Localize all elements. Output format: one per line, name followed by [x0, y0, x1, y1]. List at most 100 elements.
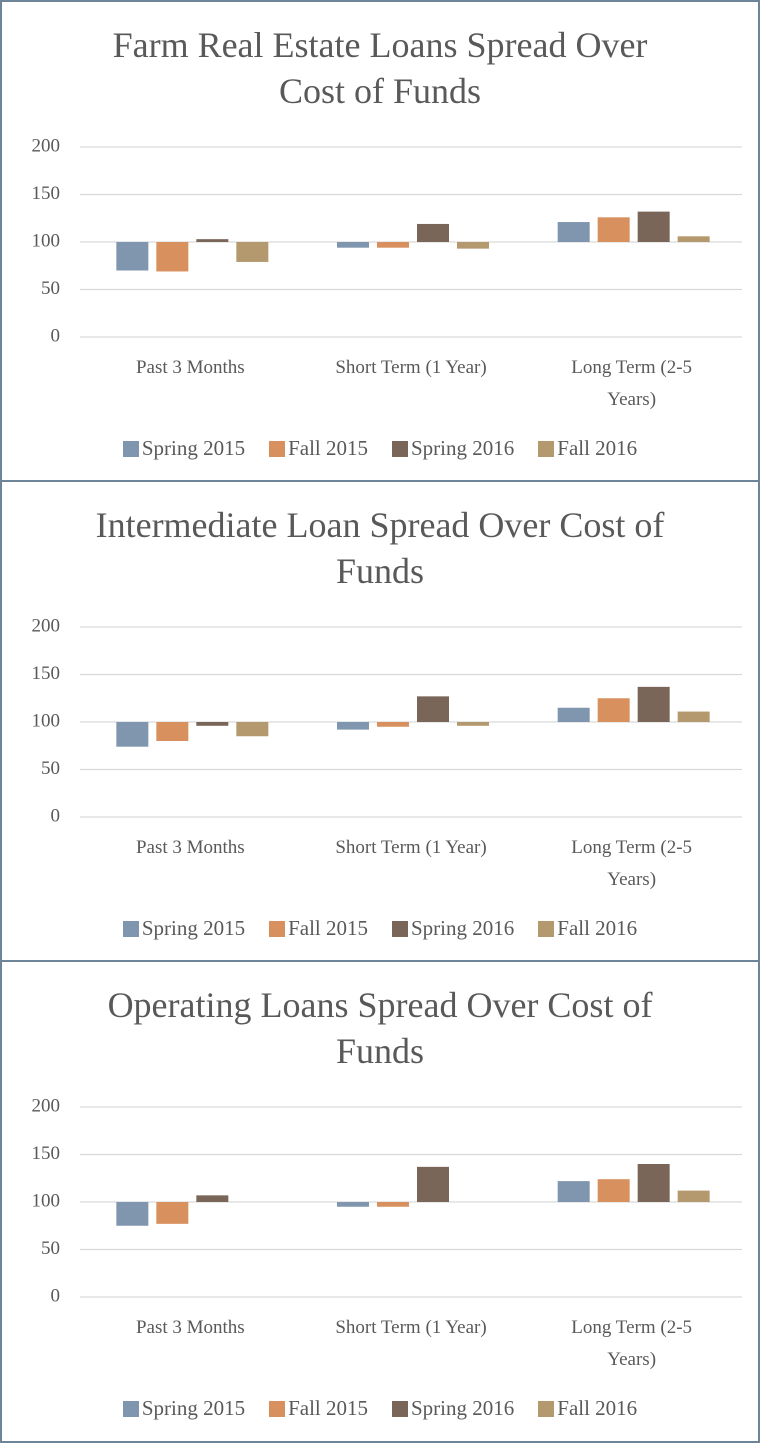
x-tick-label: Long Term (2-5 Years) [571, 357, 693, 410]
bar [557, 222, 590, 242]
y-tick-label: 50 [41, 1238, 60, 1259]
chart-panel: Intermediate Loan Spread Over Cost of Fu… [0, 480, 760, 962]
chart-title: Operating Loans Spread Over Cost of Fund… [107, 985, 653, 1071]
bar [677, 1190, 710, 1202]
y-tick-label: 0 [51, 805, 61, 826]
x-tick-label: Short Term (1 Year) [335, 1317, 487, 1338]
y-tick-label: 50 [41, 758, 60, 779]
legend-item: Fall 2015 [269, 1396, 368, 1421]
plot: 0 50 100 150 200 [32, 135, 742, 346]
legend-label: Spring 2015 [141, 916, 246, 940]
plot: 0 50 100 150 200 [32, 1095, 742, 1306]
legend-label: Fall 2016 [557, 916, 638, 940]
x-tick-label: Long Term (2-5 Years) [571, 1317, 693, 1370]
bar [677, 711, 710, 722]
bar [557, 707, 590, 722]
bar [337, 722, 369, 730]
bar [377, 242, 409, 248]
legend-label: Spring 2015 [141, 436, 246, 460]
legend: Spring 2015 Fall 2015 Spring 2016 Fall 2016 [0, 916, 760, 941]
legend-item: Fall 2016 [538, 436, 637, 461]
y-tick-label: 150 [32, 663, 61, 684]
legend-swatch [269, 440, 286, 457]
chart: Operating Loans Spread Over Cost of Fund… [0, 960, 760, 1440]
bar [196, 239, 229, 242]
legend-item: Fall 2016 [538, 916, 637, 941]
legend-label: Fall 2015 [288, 916, 368, 940]
x-tick-label: Past 3 Months [135, 1317, 245, 1338]
plot: 0 50 100 150 200 [32, 615, 742, 826]
legend-item: Fall 2015 [269, 436, 368, 461]
legend-label: Fall 2015 [288, 436, 368, 460]
bar [377, 1202, 409, 1207]
y-tick-label: 0 [51, 1285, 61, 1306]
bar [637, 686, 670, 722]
x-tick-label: Long Term (2-5 Years) [571, 837, 693, 890]
bar [637, 211, 670, 242]
legend-swatch [122, 1400, 139, 1417]
legend-swatch [392, 440, 408, 457]
legend-label: Spring 2016 [411, 1396, 515, 1420]
y-tick-label: 100 [32, 710, 61, 731]
y-tick-label: 100 [32, 230, 61, 251]
bar [457, 722, 489, 726]
legend: Spring 2015 Fall 2015 Spring 2016 Fall 2016 [0, 436, 760, 461]
chart: Farm Real Estate Loans Spread Over Cost … [0, 0, 760, 480]
chart-title: Farm Real Estate Loans Spread Over Cost … [112, 25, 648, 111]
chart-title: Intermediate Loan Spread Over Cost of Fu… [95, 505, 665, 591]
legend: Spring 2015 Fall 2015 Spring 2016 Fall 2016 [0, 1396, 760, 1421]
bar [557, 1181, 590, 1202]
bar [116, 722, 149, 747]
legend-swatch [538, 1400, 555, 1417]
bar [236, 722, 269, 737]
bar [337, 242, 369, 248]
x-tick-label: Past 3 Months [135, 357, 245, 378]
bar [417, 1166, 449, 1202]
legend-swatch [392, 920, 408, 937]
legend-swatch [538, 440, 555, 457]
y-tick-label: 200 [32, 1095, 61, 1116]
legend-swatch [269, 1400, 286, 1417]
legend-swatch [538, 920, 555, 937]
bar [156, 722, 189, 741]
legend-label: Spring 2016 [411, 436, 515, 460]
y-tick-label: 50 [41, 278, 60, 299]
legend-swatch [392, 1400, 408, 1417]
legend-item: Spring 2015 [122, 1396, 245, 1421]
chart: Intermediate Loan Spread Over Cost of Fu… [0, 480, 760, 960]
y-tick-label: 150 [32, 1143, 61, 1164]
legend-swatch [122, 920, 139, 937]
legend-item: Spring 2016 [392, 1396, 514, 1421]
bar [116, 1202, 149, 1226]
legend-label: Fall 2016 [557, 436, 638, 460]
y-tick-label: 150 [32, 183, 61, 204]
bar [156, 242, 189, 272]
x-tick-label: Past 3 Months [135, 837, 245, 858]
legend-swatch [122, 440, 139, 457]
legend-swatch [269, 920, 286, 937]
bar [116, 242, 149, 271]
bar [236, 242, 269, 262]
bar [597, 698, 630, 722]
bar [417, 696, 449, 722]
legend-label: Fall 2016 [557, 1396, 638, 1420]
bar [156, 1202, 189, 1224]
chart-panel: Operating Loans Spread Over Cost of Fund… [0, 960, 760, 1443]
bar [597, 217, 630, 242]
chart-panel: Farm Real Estate Loans Spread Over Cost … [0, 0, 760, 482]
legend-item: Spring 2015 [122, 436, 246, 461]
bar [337, 1202, 369, 1207]
bar [637, 1164, 670, 1202]
legend-label: Spring 2016 [411, 916, 515, 940]
legend-item: Spring 2015 [122, 916, 246, 941]
bar [597, 1179, 630, 1202]
legend-item: Fall 2016 [538, 1396, 637, 1421]
x-tick-label: Short Term (1 Year) [335, 837, 487, 858]
y-tick-label: 0 [51, 325, 61, 346]
bar [196, 722, 229, 726]
bar [196, 1195, 229, 1202]
bar [677, 236, 710, 242]
legend-item: Spring 2016 [392, 436, 514, 461]
y-tick-label: 200 [32, 615, 61, 636]
